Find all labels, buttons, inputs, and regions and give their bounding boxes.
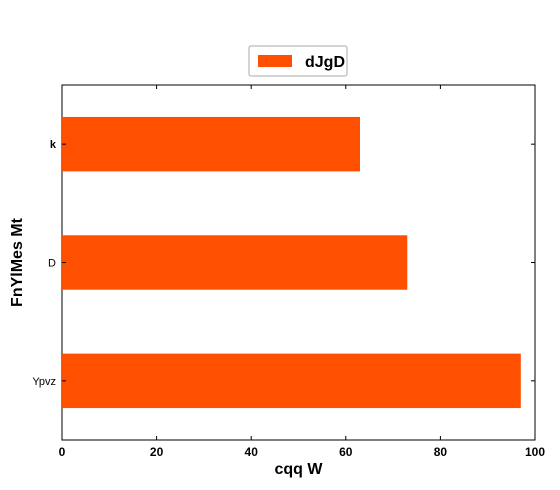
x-tick-label: 60 xyxy=(339,445,353,459)
bar xyxy=(62,116,360,172)
y-tick-label: D xyxy=(48,258,56,270)
x-tick-label: 100 xyxy=(525,445,545,459)
y-axis-title: FnYlMes Mt xyxy=(9,217,26,307)
bar xyxy=(62,353,521,409)
y-tick-label: Ypvz xyxy=(32,376,56,388)
legend-label: dJgD xyxy=(305,54,345,71)
bars-layer xyxy=(62,116,521,409)
bar xyxy=(62,235,408,290)
x-tick-label: 40 xyxy=(245,445,259,459)
legend: dJgD xyxy=(248,45,348,77)
legend-box xyxy=(248,45,348,77)
x-tick-label: 0 xyxy=(59,445,66,459)
x-tick-label: 20 xyxy=(150,445,164,459)
ticks-layer: k D Ypvz 0 20 40 60 80 100 xyxy=(32,85,545,459)
legend-swatch xyxy=(258,55,292,67)
x-axis-title: cqq W xyxy=(275,461,324,478)
y-tick-label: k xyxy=(50,139,57,151)
x-tick-label: 80 xyxy=(434,445,448,459)
